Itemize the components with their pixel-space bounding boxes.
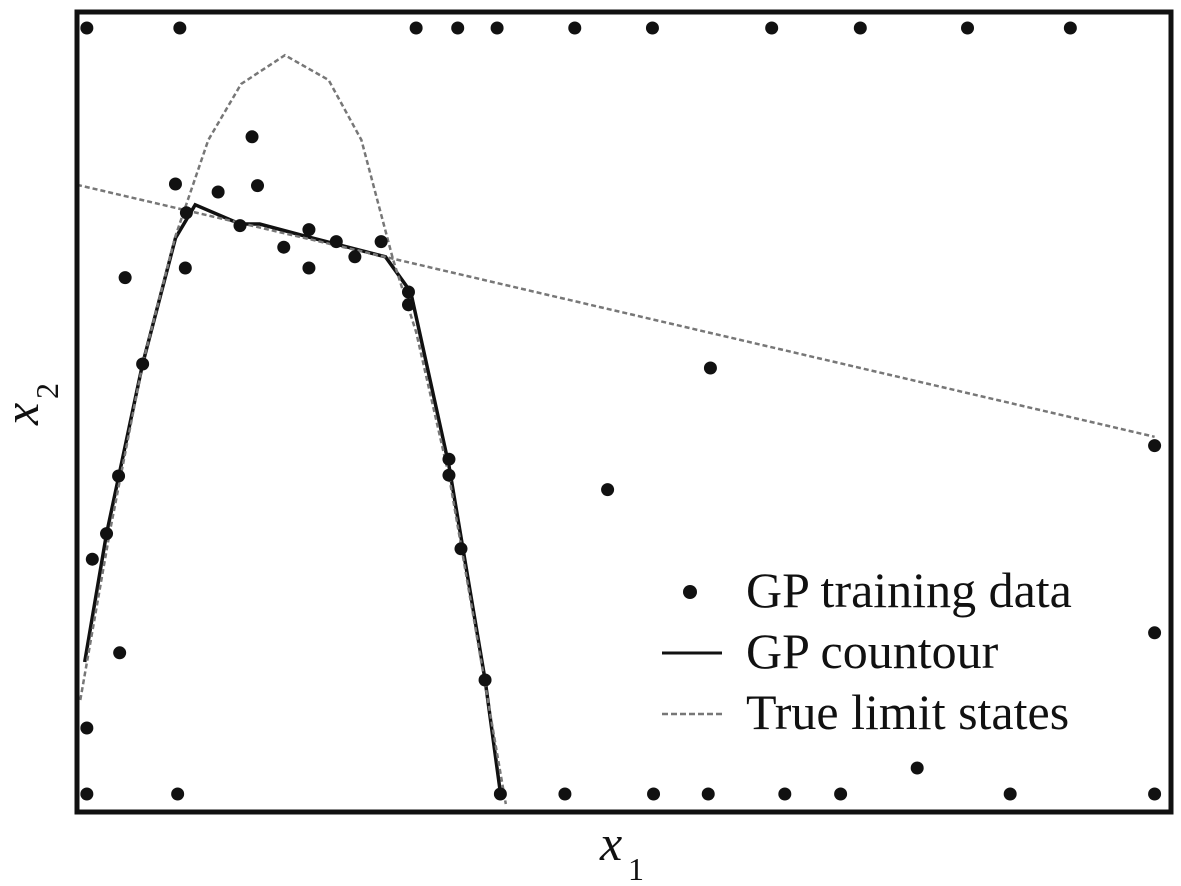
data-point [1063,21,1077,35]
data-point [118,271,132,285]
data-point [113,646,127,660]
data-point [778,787,792,801]
data-point [302,223,316,237]
legend-label: True limit states [746,684,1069,740]
dashed-line [76,53,1155,805]
legend-swatch [683,585,697,599]
data-point [112,469,126,483]
y-axis-label-group: x 2 [0,383,65,426]
data-point [454,542,468,556]
data-point [442,452,456,466]
data-point [179,206,193,220]
data-point [601,483,615,497]
data-point [409,21,423,35]
x-axis-label: x [599,815,622,871]
data-point [701,787,715,801]
data-point [211,185,225,199]
data-point [645,21,659,35]
plot-area [76,21,1162,805]
data-point [100,527,114,541]
data-point [1148,626,1162,640]
y-axis-subscript: 2 [29,383,65,399]
data-point [490,21,504,35]
data-point [251,179,265,193]
data-point [401,285,415,299]
data-point [558,787,572,801]
y-axis-label: x [0,403,49,426]
data-point [277,240,291,254]
legend-label: GP training data [746,562,1072,618]
solid-line [82,202,503,794]
data-point [233,219,247,233]
data-point [1148,439,1162,453]
x-axis-subscript: 1 [628,851,644,886]
data-point [493,787,507,801]
data-point [136,357,150,371]
data-point [478,673,492,687]
data-point [1148,787,1162,801]
data-point [302,261,316,275]
data-point [442,468,456,482]
data-point [401,298,415,312]
data-point [703,361,717,375]
data-point [853,21,867,35]
data-point [647,787,661,801]
data-point [374,235,388,249]
data-point [1003,787,1017,801]
data-point [451,21,465,35]
data-point [80,787,94,801]
data-point [245,130,259,144]
plot-frame [74,9,1174,815]
legend-label: GP countour [746,623,999,679]
data-point [961,21,975,35]
data-point [568,21,582,35]
data-point [910,761,924,775]
data-point [168,177,182,191]
data-point [80,21,94,35]
data-point [765,21,779,35]
data-point [85,552,99,566]
data-point [80,721,94,735]
data-point [834,787,848,801]
data-point [329,235,343,249]
data-point [178,261,192,275]
data-point [348,250,362,264]
data-point [173,21,187,35]
data-point [171,787,185,801]
